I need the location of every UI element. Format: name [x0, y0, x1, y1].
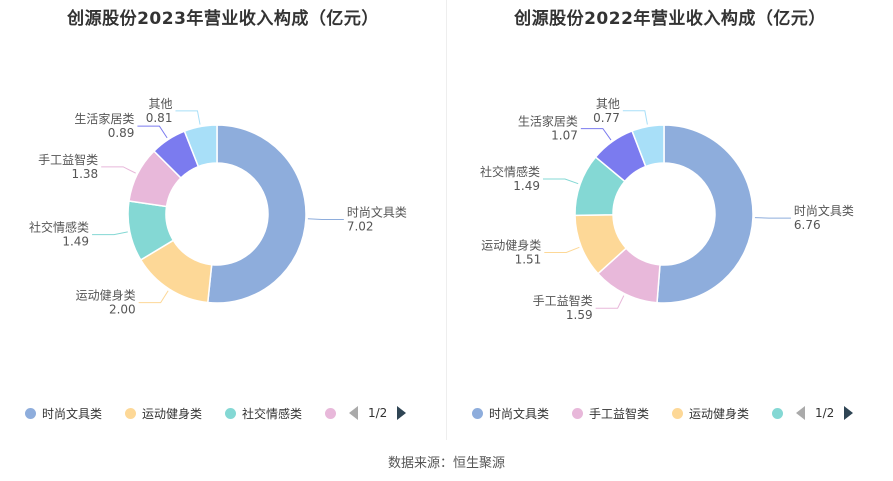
legend-marker: [472, 407, 483, 419]
donut-slice-时尚文具类[interactable]: [206, 124, 307, 304]
leader-line: [580, 128, 612, 141]
legend-page-indicator: 1/2: [368, 406, 388, 420]
legend-marker: [125, 407, 136, 419]
donut-slice-其他[interactable]: [631, 124, 665, 168]
slice-name-label: 手工益智类: [533, 293, 593, 308]
legend-item[interactable]: 运动健身类: [672, 403, 749, 423]
legend-page-indicator: 1/2: [815, 406, 835, 420]
slice-value-label: 1.49: [62, 235, 89, 249]
legend-label: 时尚文具类: [489, 406, 550, 421]
chart-legend: 时尚文具类 手工益智类 运动健身类 1/2: [447, 403, 893, 423]
legend-item[interactable]: 时尚文具类: [472, 403, 549, 423]
slice-name-label: 其他: [148, 97, 172, 111]
legend-marker: [672, 407, 683, 419]
legend-item[interactable]: [325, 403, 342, 423]
legend-marker: [225, 407, 236, 419]
slice-name-label: 生活家居类: [74, 111, 134, 126]
legend-pager: 1/2: [349, 403, 407, 423]
next-page-icon[interactable]: [397, 406, 407, 420]
leader-line: [622, 110, 648, 125]
legend-item[interactable]: 运动健身类: [125, 403, 202, 423]
slice-value-label: 7.02: [347, 219, 374, 233]
slice-name-label: 手工益智类: [38, 152, 98, 167]
leader-line: [754, 217, 791, 219]
leader-line: [138, 290, 169, 304]
slice-name-label: 运动健身类: [76, 288, 136, 303]
panel-divider: [446, 0, 447, 440]
legend-item[interactable]: 时尚文具类: [25, 403, 102, 423]
slice-value-label: 0.81: [146, 111, 173, 125]
legend-label: 时尚文具类: [42, 406, 103, 421]
next-page-icon[interactable]: [844, 406, 854, 420]
slice-value-label: 1.38: [71, 167, 98, 181]
leader-line: [137, 125, 168, 139]
donut-slice-时尚文具类[interactable]: [656, 124, 754, 304]
slice-name-label: 时尚文具类: [347, 204, 407, 219]
chart-title: 创源股份2023年营业收入构成（亿元）: [67, 9, 379, 29]
legend-label: 社交情感类: [242, 406, 303, 421]
legend-label: 运动健身类: [689, 406, 750, 421]
slice-value-label: 6.76: [794, 218, 821, 232]
leader-line: [542, 178, 579, 185]
legend-pager: 1/2: [796, 403, 854, 423]
legend-marker: [772, 407, 783, 419]
legend-marker: [572, 407, 583, 419]
chart-legend: 时尚文具类 运动健身类 社交情感类 1/2: [0, 403, 446, 423]
legend-marker: [25, 407, 36, 419]
legend-label: 手工益智类: [589, 406, 650, 421]
legend-label: 运动健身类: [142, 406, 203, 421]
legend-item[interactable]: 手工益智类: [572, 403, 649, 423]
slice-value-label: 0.89: [108, 126, 135, 140]
slice-value-label: 1.51: [515, 252, 542, 266]
slice-value-label: 1.07: [551, 129, 578, 143]
chart-title: 创源股份2022年营业收入构成（亿元）: [514, 9, 826, 29]
leader-line: [92, 231, 128, 236]
slice-name-label: 其他: [596, 97, 620, 111]
chart-panel-2022: 创源股份2022年营业收入构成（亿元） 时尚文具类 6.76 手工益智类 1.59 运动…: [447, 0, 893, 440]
slice-value-label: 0.77: [593, 111, 620, 125]
legend-item[interactable]: 社交情感类: [225, 403, 302, 423]
slice-value-label: 1.49: [513, 179, 540, 193]
leader-line: [595, 295, 625, 309]
slice-value-label: 2.00: [109, 303, 136, 317]
slice-value-label: 1.59: [566, 308, 593, 322]
leader-line: [544, 246, 580, 253]
legend-marker: [325, 407, 336, 419]
prev-page-icon[interactable]: [796, 406, 805, 420]
leader-line: [307, 218, 344, 220]
slice-name-label: 社交情感类: [480, 164, 540, 179]
chart-panel-2023: 创源股份2023年营业收入构成（亿元） 时尚文具类 7.02 运动健身类 2.00 社交…: [0, 0, 446, 440]
data-source-note: 数据来源：恒生聚源: [387, 456, 505, 471]
slice-name-label: 生活家居类: [518, 114, 578, 129]
slice-name-label: 社交情感类: [29, 220, 89, 235]
leader-line: [175, 110, 201, 125]
prev-page-icon[interactable]: [349, 406, 358, 420]
donut-slice-其他[interactable]: [183, 124, 218, 168]
slice-name-label: 运动健身类: [481, 237, 541, 252]
slice-name-label: 时尚文具类: [794, 203, 854, 218]
legend-item[interactable]: [772, 403, 789, 423]
leader-line: [101, 166, 136, 174]
